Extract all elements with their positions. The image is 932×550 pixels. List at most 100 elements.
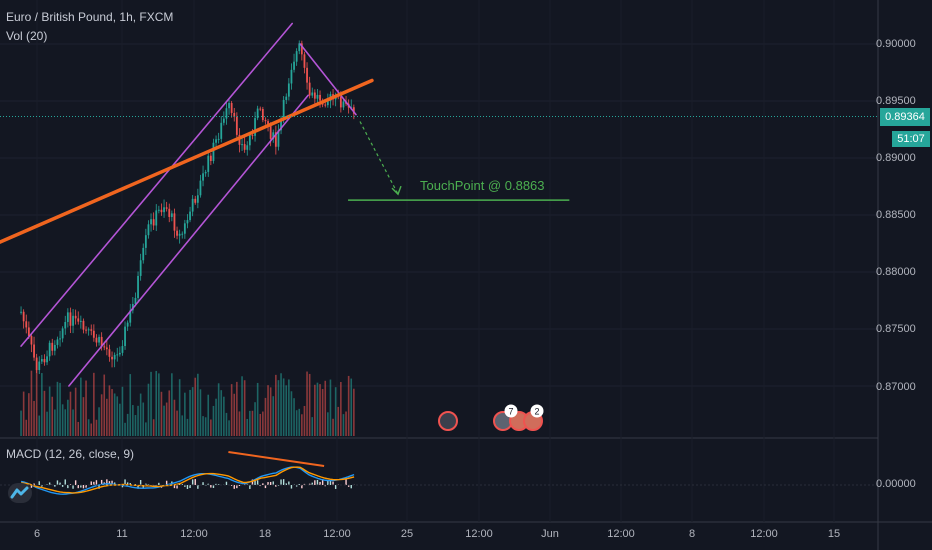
volume-bar	[295, 410, 298, 436]
candle-body	[212, 142, 215, 161]
candle-body	[225, 108, 228, 119]
price-tick: 0.90000	[876, 38, 916, 50]
tradingview-logo-icon[interactable]	[8, 483, 32, 503]
volume-bar	[150, 371, 152, 436]
macd-histogram-bar	[345, 479, 347, 485]
candle-body	[134, 297, 137, 304]
macd-histogram-bar	[142, 485, 144, 489]
candle-body	[220, 122, 223, 139]
macd-histogram-bar	[56, 480, 59, 485]
candle-body	[170, 213, 173, 217]
volume-bar	[80, 377, 82, 436]
candle-body	[103, 346, 106, 348]
volume-bar	[236, 381, 238, 436]
candle-body	[183, 223, 186, 234]
volume-bar	[158, 373, 160, 436]
volume-bar	[43, 390, 46, 436]
target-arrow-line	[359, 121, 399, 195]
candle-body	[303, 54, 306, 68]
volume-bar	[301, 414, 303, 436]
candle-body	[272, 132, 275, 139]
macd-histogram-bar	[210, 485, 212, 488]
volume-bar	[293, 398, 295, 436]
candle-body	[324, 104, 327, 106]
macd-histogram-bar	[121, 485, 124, 488]
macd-histogram-bar	[111, 480, 113, 485]
candle-body	[113, 354, 116, 360]
candle-body	[295, 51, 298, 62]
time-tick: 12:00	[180, 528, 208, 540]
candle-body	[319, 94, 321, 101]
macd-histogram-bar	[134, 484, 137, 485]
macd-histogram-bar	[327, 481, 329, 485]
candle-body	[51, 342, 54, 351]
volume-bar	[228, 420, 230, 436]
candle-body	[48, 342, 51, 357]
candle-body	[186, 220, 189, 224]
candle-body	[248, 134, 251, 146]
candle-body	[300, 43, 303, 55]
candle-body	[199, 180, 202, 196]
candle-body	[77, 318, 80, 322]
volume-bar	[337, 406, 340, 436]
volume-bar	[54, 409, 56, 436]
volume-bar	[199, 389, 202, 436]
macd-histogram-bar	[69, 484, 72, 485]
volume-bar	[269, 387, 272, 436]
candle-body	[90, 329, 93, 331]
price-tick: 0.89500	[876, 95, 916, 107]
volume-bar	[25, 419, 28, 436]
candle-body	[61, 328, 64, 339]
price-tick: 0.87500	[876, 323, 916, 335]
macd-histogram-bar	[77, 485, 79, 489]
target-arrow-head	[391, 185, 402, 196]
macd-histogram-bar	[139, 479, 142, 485]
volume-bar	[319, 384, 321, 436]
candle-body	[274, 132, 277, 147]
candle-body	[228, 103, 230, 109]
candle-body	[246, 145, 249, 150]
macd-histogram-bar	[321, 479, 324, 485]
volume-bar	[316, 382, 319, 436]
candle-body	[59, 338, 61, 340]
price-tick: 0.88000	[876, 266, 916, 278]
volume-bar	[256, 382, 259, 436]
candle-body	[204, 171, 207, 174]
macd-histogram-bar	[314, 480, 316, 485]
volume-bar	[85, 380, 87, 436]
macd-histogram-bar	[197, 485, 199, 489]
macd-histogram-bar	[329, 480, 332, 485]
candle-body	[147, 224, 150, 236]
macd-histogram-bar	[30, 485, 33, 488]
candle-body	[121, 346, 124, 353]
candle-body	[64, 321, 67, 329]
volume-bar	[282, 378, 285, 436]
volume-bar	[67, 399, 69, 436]
volume-bar	[194, 377, 197, 436]
volume-bar	[191, 387, 194, 436]
volume-bar	[87, 419, 90, 436]
volume-bar	[142, 402, 145, 436]
volume-bar	[246, 418, 249, 436]
macd-histogram-bar	[155, 485, 157, 487]
candle-body	[251, 134, 254, 136]
candle-body	[137, 275, 139, 298]
candle-body	[33, 344, 35, 358]
volume-bar	[147, 383, 150, 436]
candle-body	[118, 352, 121, 355]
candle-body	[20, 311, 22, 313]
macd-histogram-bar	[225, 481, 228, 485]
candle-body	[176, 230, 178, 236]
volume-bar	[145, 422, 147, 436]
candle-body	[207, 155, 210, 172]
candle-body	[313, 92, 316, 99]
candle-body	[142, 247, 145, 261]
candle-body	[267, 121, 269, 127]
candle-body	[108, 349, 111, 357]
volume-bar	[262, 411, 264, 436]
candle-body	[79, 320, 82, 322]
candle-body	[116, 354, 119, 356]
candle-body	[194, 198, 197, 203]
